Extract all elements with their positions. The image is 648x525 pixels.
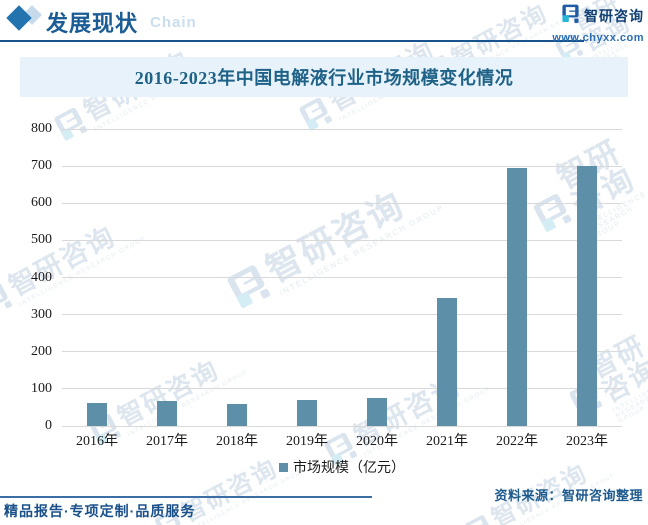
- bar-2022年: [507, 167, 527, 426]
- y-axis-tick-label: 0: [45, 418, 52, 433]
- y-axis-tick-label: 700: [31, 158, 52, 174]
- x-axis-tick-label: 2023年: [566, 434, 608, 449]
- bar-2019年: [297, 400, 317, 426]
- plot-area: 0 100 200 300 400 500 600 700 800 2016年 2017年 2018年…: [31, 121, 622, 449]
- header-divider: [0, 40, 584, 42]
- brand-block: 智研咨询 www.chyxx.com: [524, 4, 644, 44]
- bar-2021年: [437, 297, 457, 426]
- footer-tagline: 精品报告·专项定制·品质服务: [4, 503, 196, 519]
- bar-2023年: [577, 166, 597, 426]
- gridline: [62, 202, 622, 204]
- y-axis-tick-label: 300: [31, 306, 52, 322]
- bar-2018年: [227, 403, 247, 426]
- source-note: 资料来源：智研咨询整理: [494, 488, 643, 503]
- y-axis-tick-label: 800: [31, 121, 52, 136]
- gridline: [62, 239, 622, 241]
- brand-url-link[interactable]: www.chyxx.com: [552, 32, 644, 44]
- page-subtitle: Chain: [150, 14, 197, 31]
- y-axis-tick-label: 400: [31, 269, 52, 285]
- brand-name: 智研咨询: [584, 8, 644, 24]
- y-axis-tick-label: 500: [31, 232, 52, 248]
- x-axis-tick-label: 2016年: [76, 434, 118, 449]
- footer-divider: [0, 496, 372, 498]
- gridline: [62, 425, 622, 427]
- gridline: [62, 351, 622, 353]
- diamond-icon: [6, 5, 46, 37]
- gridline: [62, 388, 622, 390]
- legend: 市场规模（亿元）: [62, 457, 622, 477]
- x-axis-tick-label: 2017年: [146, 434, 188, 449]
- x-axis-tick-label: 2021年: [426, 434, 468, 449]
- x-axis-tick-label: 2018年: [216, 434, 258, 449]
- bar-chart: 0 100 200 300 400 500 600 700 800 2016年 2017年 2018年…: [0, 97, 648, 477]
- footer: 资料来源：智研咨询整理 精品报告·专项定制·品质服务: [0, 477, 648, 525]
- bar-2020年: [367, 398, 387, 426]
- page-title: 发展现状: [46, 11, 139, 36]
- x-axis-tick-label: 2019年: [286, 434, 328, 449]
- legend-label: 市场规模（亿元）: [293, 461, 405, 476]
- gridline: [62, 128, 622, 130]
- gridline: [62, 165, 622, 167]
- gridline: [62, 314, 622, 316]
- legend-swatch: [279, 462, 288, 472]
- y-axis-tick-label: 100: [31, 380, 52, 396]
- x-axis-tick-label: 2022年: [496, 434, 538, 449]
- header: 发展现状 Chain 智研咨询 www.chyxx.com: [0, 0, 648, 44]
- brand-logo-icon: [562, 4, 579, 28]
- brand-row: 智研咨询: [524, 4, 644, 28]
- bar-2016年: [87, 402, 107, 426]
- chart-title: 2016-2023年中国电解液行业市场规模变化情况: [20, 57, 628, 97]
- gridline: [62, 277, 622, 278]
- y-axis-tick-label: 600: [31, 195, 52, 211]
- bar-2017年: [157, 401, 177, 426]
- y-axis-tick-label: 200: [31, 343, 52, 359]
- x-axis-tick-label: 2020年: [356, 434, 398, 449]
